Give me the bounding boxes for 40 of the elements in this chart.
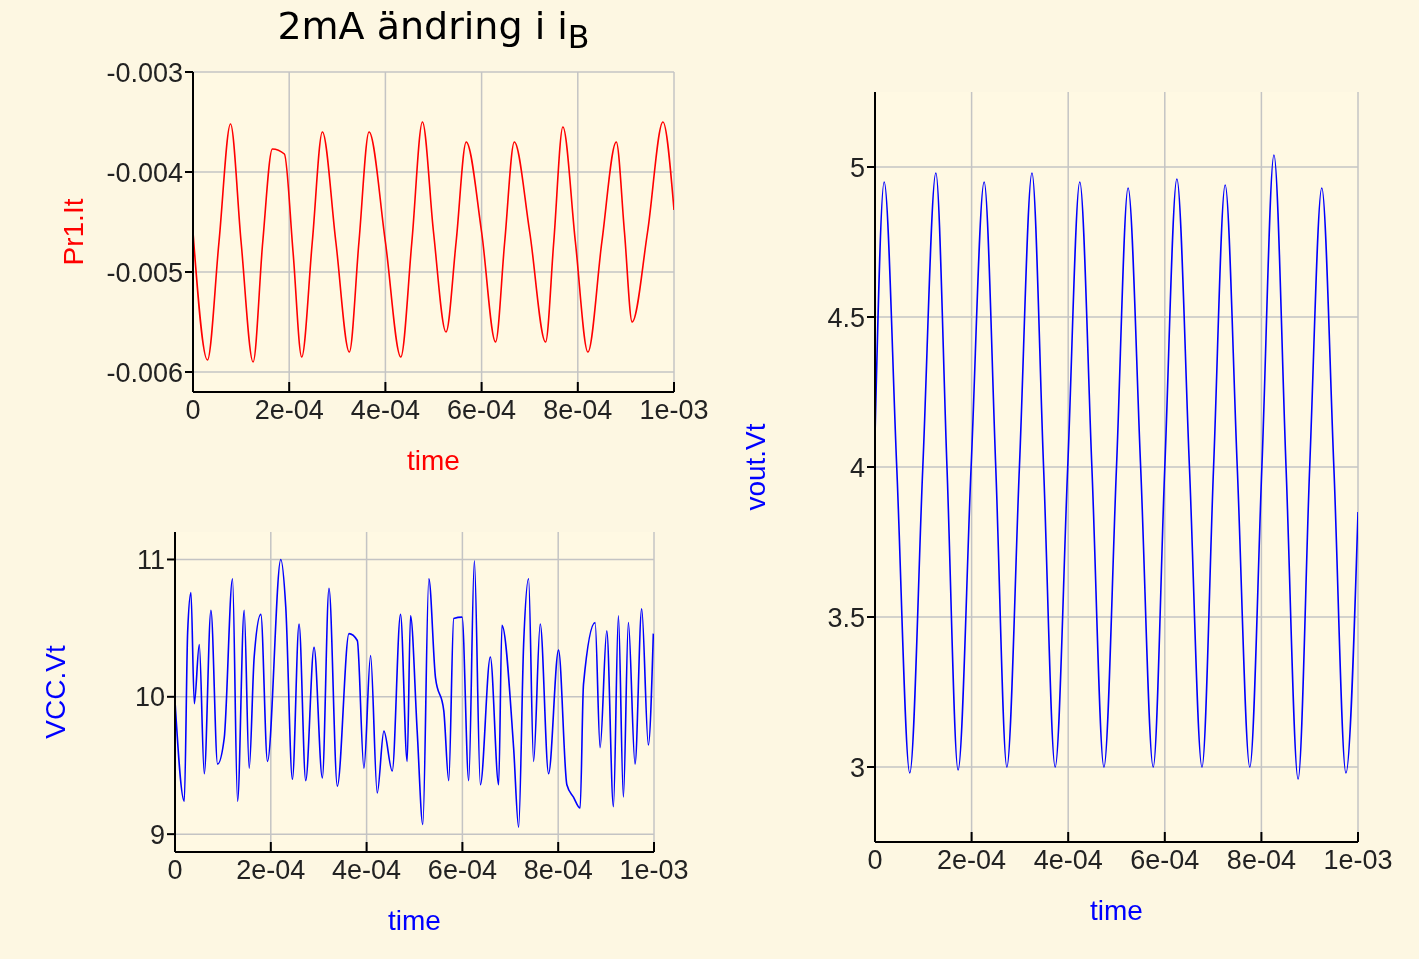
x-tick-label: 0 <box>185 395 201 426</box>
x-tick-label: 6e-04 <box>1130 845 1200 876</box>
x-tick-label: 1e-03 <box>619 855 689 886</box>
x-tick-label: 6e-04 <box>427 855 497 886</box>
x-tick-label: 8e-04 <box>523 855 593 886</box>
x-tick-label: 1e-03 <box>1323 845 1393 876</box>
line-series <box>875 154 1358 780</box>
y-axis-title: VCC.Vt <box>39 645 71 739</box>
x-tick-label: 4e-04 <box>1033 845 1103 876</box>
y-tick-label: 11 <box>136 545 165 576</box>
y-tick-label: -0.004 <box>106 157 183 188</box>
line-series <box>193 121 674 363</box>
y-tick-label: 10 <box>134 682 165 713</box>
x-axis-title: time <box>1090 895 1143 926</box>
x-tick-label: 4e-04 <box>350 395 420 426</box>
x-tick-label: 1e-03 <box>639 395 709 426</box>
x-tick-label: 8e-04 <box>543 395 613 426</box>
y-tick-label: 9 <box>149 819 165 850</box>
x-axis-title: time <box>407 445 460 476</box>
y-tick-label: 3 <box>849 752 865 783</box>
line-series <box>175 558 654 829</box>
y-tick-label: 5 <box>849 152 865 183</box>
x-tick-label: 2e-04 <box>937 845 1007 876</box>
y-tick-label: -0.006 <box>106 357 183 388</box>
x-axis-title: time <box>388 905 441 936</box>
x-tick-label: 6e-04 <box>447 395 517 426</box>
x-tick-label: 4e-04 <box>332 855 402 886</box>
x-tick-label: 2e-04 <box>254 395 324 426</box>
y-tick-label: 4 <box>849 452 865 483</box>
chart-title: 2mA ändring i i$_{B}$ <box>276 4 591 55</box>
x-tick-label: 2e-04 <box>236 855 306 886</box>
y-tick-label: -0.003 <box>106 57 183 88</box>
y-tick-label: 3.5 <box>827 602 865 633</box>
x-tick-label: 0 <box>167 855 183 886</box>
y-tick-label: -0.005 <box>106 257 183 288</box>
y-tick-label: 4.5 <box>827 302 865 333</box>
y-axis-title: vout.Vt <box>739 423 771 511</box>
x-tick-label: 8e-04 <box>1226 845 1296 876</box>
y-axis-title: Pr1.It <box>57 198 89 266</box>
x-tick-label: 0 <box>867 845 883 876</box>
